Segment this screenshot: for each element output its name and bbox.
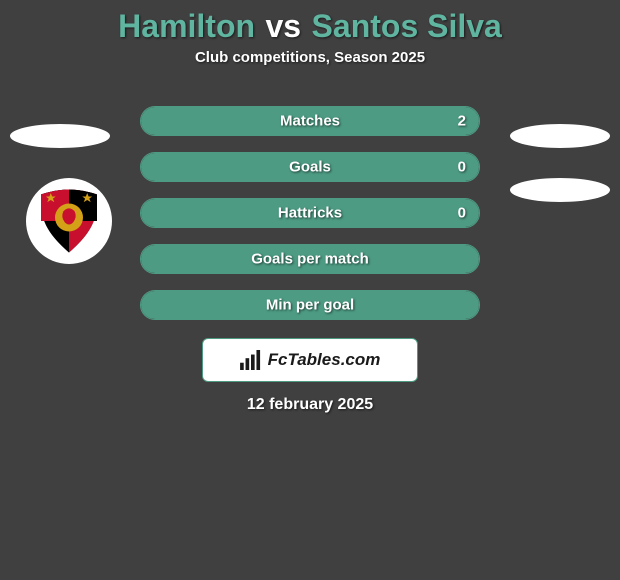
stat-value-right: 2 [458,113,466,130]
subtitle: Club competitions, Season 2025 [0,49,620,66]
club-placeholder-right [510,178,610,202]
player1-name: Hamilton [118,8,255,44]
stat-row: Matches 2 [140,106,480,136]
page-title: Hamilton vs Santos Silva [0,0,620,49]
avatar-placeholder-left [10,124,110,148]
vs-text: vs [266,8,302,44]
bar-chart-icon [240,350,262,370]
stat-rows: Matches 2 Goals 0 Hattricks 0 Goals per … [140,106,480,320]
stat-label: Matches [280,113,340,130]
stat-row: Goals per match [140,244,480,274]
logo-box: FcTables.com [202,338,418,382]
logo-text: FcTables.com [268,350,381,370]
shield-icon [34,186,104,256]
club-badge-left [26,178,112,264]
stat-label: Goals per match [251,251,369,268]
stat-label: Hattricks [278,205,342,222]
stat-row: Hattricks 0 [140,198,480,228]
stat-value-right: 0 [458,205,466,222]
stat-label: Goals [289,159,331,176]
stat-value-right: 0 [458,159,466,176]
player2-name: Santos Silva [312,8,502,44]
stat-row: Goals 0 [140,152,480,182]
stat-row: Min per goal [140,290,480,320]
date: 12 february 2025 [0,396,620,414]
stat-label: Min per goal [266,297,354,314]
avatar-placeholder-right [510,124,610,148]
